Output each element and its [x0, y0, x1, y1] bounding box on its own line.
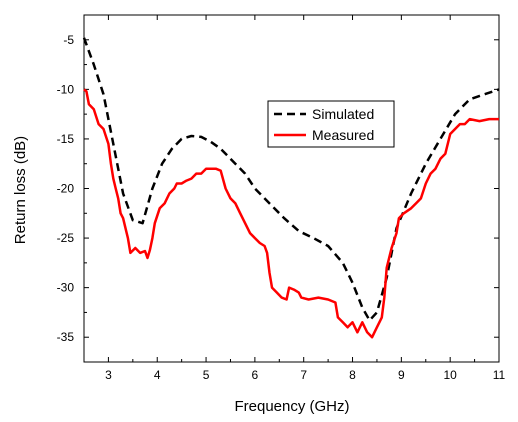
y-tick-label: -30 [57, 281, 75, 295]
legend-label-measured: Measured [312, 127, 374, 143]
y-tick-label: -25 [57, 231, 75, 245]
x-tick-label: 7 [300, 368, 307, 382]
series-layer [82, 37, 500, 339]
y-tick-label: -15 [57, 132, 75, 146]
x-tick-label: 11 [493, 368, 506, 382]
x-tick-label: 3 [105, 368, 112, 382]
series-line-simulated [82, 37, 500, 322]
x-tick-label: 6 [252, 368, 259, 382]
x-tick-label: 9 [398, 368, 405, 382]
y-axis-ticks: -35 -30 -25 -20 -15 -10 -5 [57, 14, 499, 363]
x-axis-title: Frequency (GHz) [234, 398, 349, 415]
y-axis-title: Return loss (dB) [12, 136, 29, 244]
x-tick-label: 10 [443, 368, 457, 382]
series-line-measured [83, 88, 499, 339]
y-tick-label: -35 [57, 330, 75, 344]
x-tick-label: 4 [154, 368, 161, 382]
legend: Simulated Measured [267, 100, 395, 148]
x-axis-ticks: 3 4 5 6 7 8 9 10 11 [83, 15, 506, 382]
x-tick-label: 5 [203, 368, 210, 382]
legend-box [267, 100, 395, 148]
y-tick-label: -5 [63, 33, 74, 47]
x-tick-label: 8 [349, 368, 356, 382]
y-tick-label: -10 [57, 82, 75, 96]
y-tick-label: -20 [57, 182, 75, 196]
legend-label-simulated: Simulated [312, 106, 374, 122]
